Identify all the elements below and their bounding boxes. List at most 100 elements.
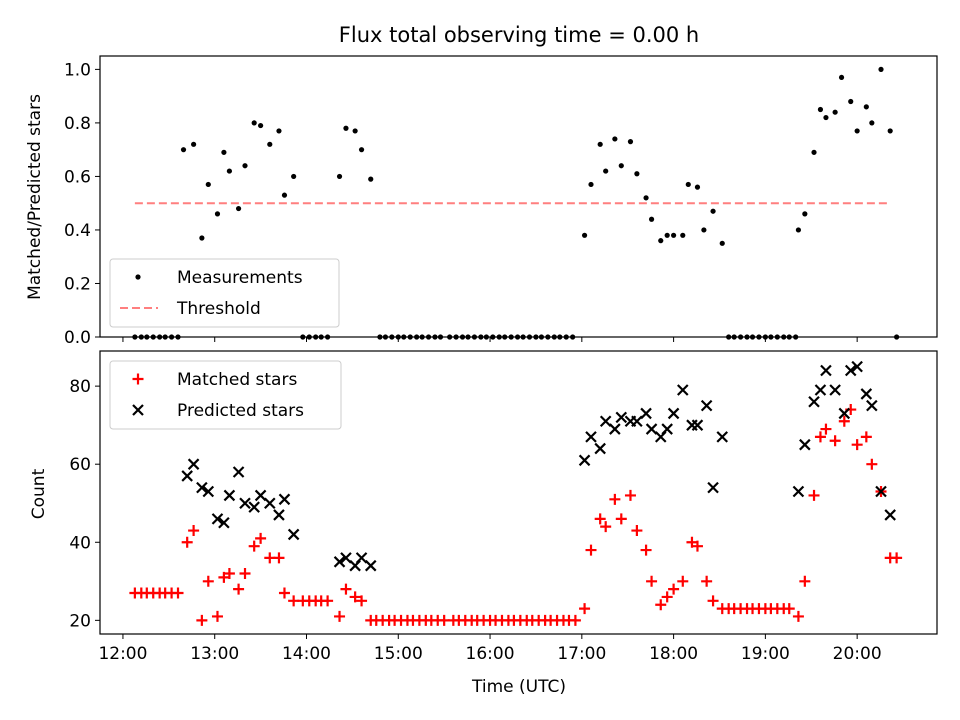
y-tick-label: 40	[69, 533, 91, 553]
measurements-point	[694, 184, 701, 190]
x-tick-label: 17:00	[557, 644, 606, 664]
matched-stars-point	[851, 439, 863, 451]
predicted-stars-point	[814, 384, 827, 396]
predicted-stars-point	[677, 384, 689, 396]
matched-stars-point	[594, 513, 606, 525]
predicted-stars-point	[866, 399, 878, 412]
y-tick-label: 0.8	[64, 114, 91, 134]
measurements-point	[658, 238, 664, 244]
measurements-point	[226, 168, 233, 174]
measurements-point	[242, 163, 248, 169]
predicted-stars-point	[860, 388, 873, 400]
measurements-point	[352, 128, 358, 134]
predicted-stars-point	[792, 485, 805, 498]
y-tick-label: 0.2	[64, 274, 91, 294]
predicted-stars-point	[667, 407, 680, 420]
matched-stars-point	[248, 540, 260, 552]
matched-stars-point	[814, 431, 826, 443]
measurements-point	[281, 192, 288, 198]
predicted-stars-point	[218, 516, 230, 529]
matched-stars-point	[579, 603, 591, 615]
measurements-point	[685, 181, 691, 188]
predicted-stars-point	[239, 497, 251, 510]
predicted-stars-point	[355, 552, 368, 564]
plot-frame	[99, 350, 938, 635]
matched-stars-point	[646, 575, 658, 587]
measurements-point	[878, 66, 884, 72]
x-tick-label: 19:00	[741, 644, 790, 664]
matched-stars-point	[600, 521, 612, 533]
matched-stars-point	[334, 610, 346, 622]
matched-stars-point	[202, 575, 214, 587]
measurements-point	[603, 168, 609, 174]
predicted-stars-point	[187, 458, 200, 470]
measurements-point	[817, 106, 824, 113]
matched-stars-point	[322, 595, 334, 607]
matched-stars-point	[792, 610, 804, 622]
predicted-stars-point	[851, 360, 863, 373]
measurements-point	[680, 232, 686, 238]
x-tick-label: 12:00	[98, 644, 147, 664]
matched-stars-point	[218, 571, 230, 583]
matched-stars-point	[783, 603, 795, 615]
predicted-stars-point	[248, 501, 260, 513]
matched-stars-point	[829, 435, 841, 447]
matched-stars-point	[340, 583, 352, 595]
matched-stars-point	[278, 587, 290, 599]
matched-stars-point	[349, 591, 361, 603]
matched-stars-point	[609, 493, 621, 505]
count-y-axis-label: Count	[29, 468, 49, 519]
measurements-point	[368, 176, 374, 182]
measurements-point	[258, 122, 264, 129]
measurements-point	[643, 195, 649, 201]
plot-frame	[99, 55, 938, 338]
measurements-point	[854, 128, 860, 134]
measurements-point	[597, 141, 603, 147]
measurements-point	[618, 163, 624, 169]
predicted-stars-point	[808, 395, 820, 408]
predicted-stars-point	[287, 528, 300, 541]
measurements-point	[251, 120, 257, 126]
predicted-stars-point	[661, 423, 673, 435]
legend-box	[109, 258, 340, 328]
measurements-point	[869, 120, 875, 126]
measurements-point	[848, 98, 854, 105]
predicted-stars-point	[264, 497, 276, 510]
predicted-stars-point	[585, 431, 597, 443]
matched-stars-point	[661, 591, 673, 603]
matched-stars-point	[668, 583, 680, 595]
predicted-stars-point	[578, 454, 591, 467]
predicted-stars-point	[340, 552, 352, 564]
matched-stars-point	[172, 587, 184, 599]
matched-stars-point	[838, 415, 850, 427]
measurements-point	[358, 147, 365, 153]
predicted-stars-point	[645, 423, 658, 435]
predicted-stars-point	[691, 419, 704, 431]
matched-stars-point	[239, 567, 251, 579]
predicted-stars-point	[884, 509, 896, 521]
matched-stars-point	[820, 423, 832, 435]
x-tick-label: 13:00	[190, 644, 239, 664]
predicted-stars-point	[254, 489, 267, 502]
measurements-point	[823, 114, 829, 121]
matched-stars-point	[891, 552, 903, 564]
measurements-point	[343, 125, 349, 131]
measurements-point	[291, 173, 297, 180]
matched-stars-point	[640, 544, 652, 556]
predicted-stars-point	[615, 411, 628, 424]
measurements-point	[811, 149, 817, 155]
predicted-stars-point	[707, 481, 719, 494]
legend-marker	[132, 404, 144, 416]
predicted-stars-point	[609, 423, 621, 435]
y-tick-label: 20	[69, 611, 91, 631]
measurements-point	[671, 232, 677, 238]
measurements-point	[863, 104, 869, 110]
measurements-point	[276, 128, 282, 134]
predicted-stars-point	[820, 364, 832, 377]
matched-stars-point	[860, 431, 872, 443]
measurements-point	[336, 173, 343, 180]
measurements-point	[634, 171, 640, 177]
matched-stars-point	[288, 595, 300, 607]
matched-stars-point	[624, 489, 636, 501]
predicted-stars-point	[599, 415, 612, 428]
